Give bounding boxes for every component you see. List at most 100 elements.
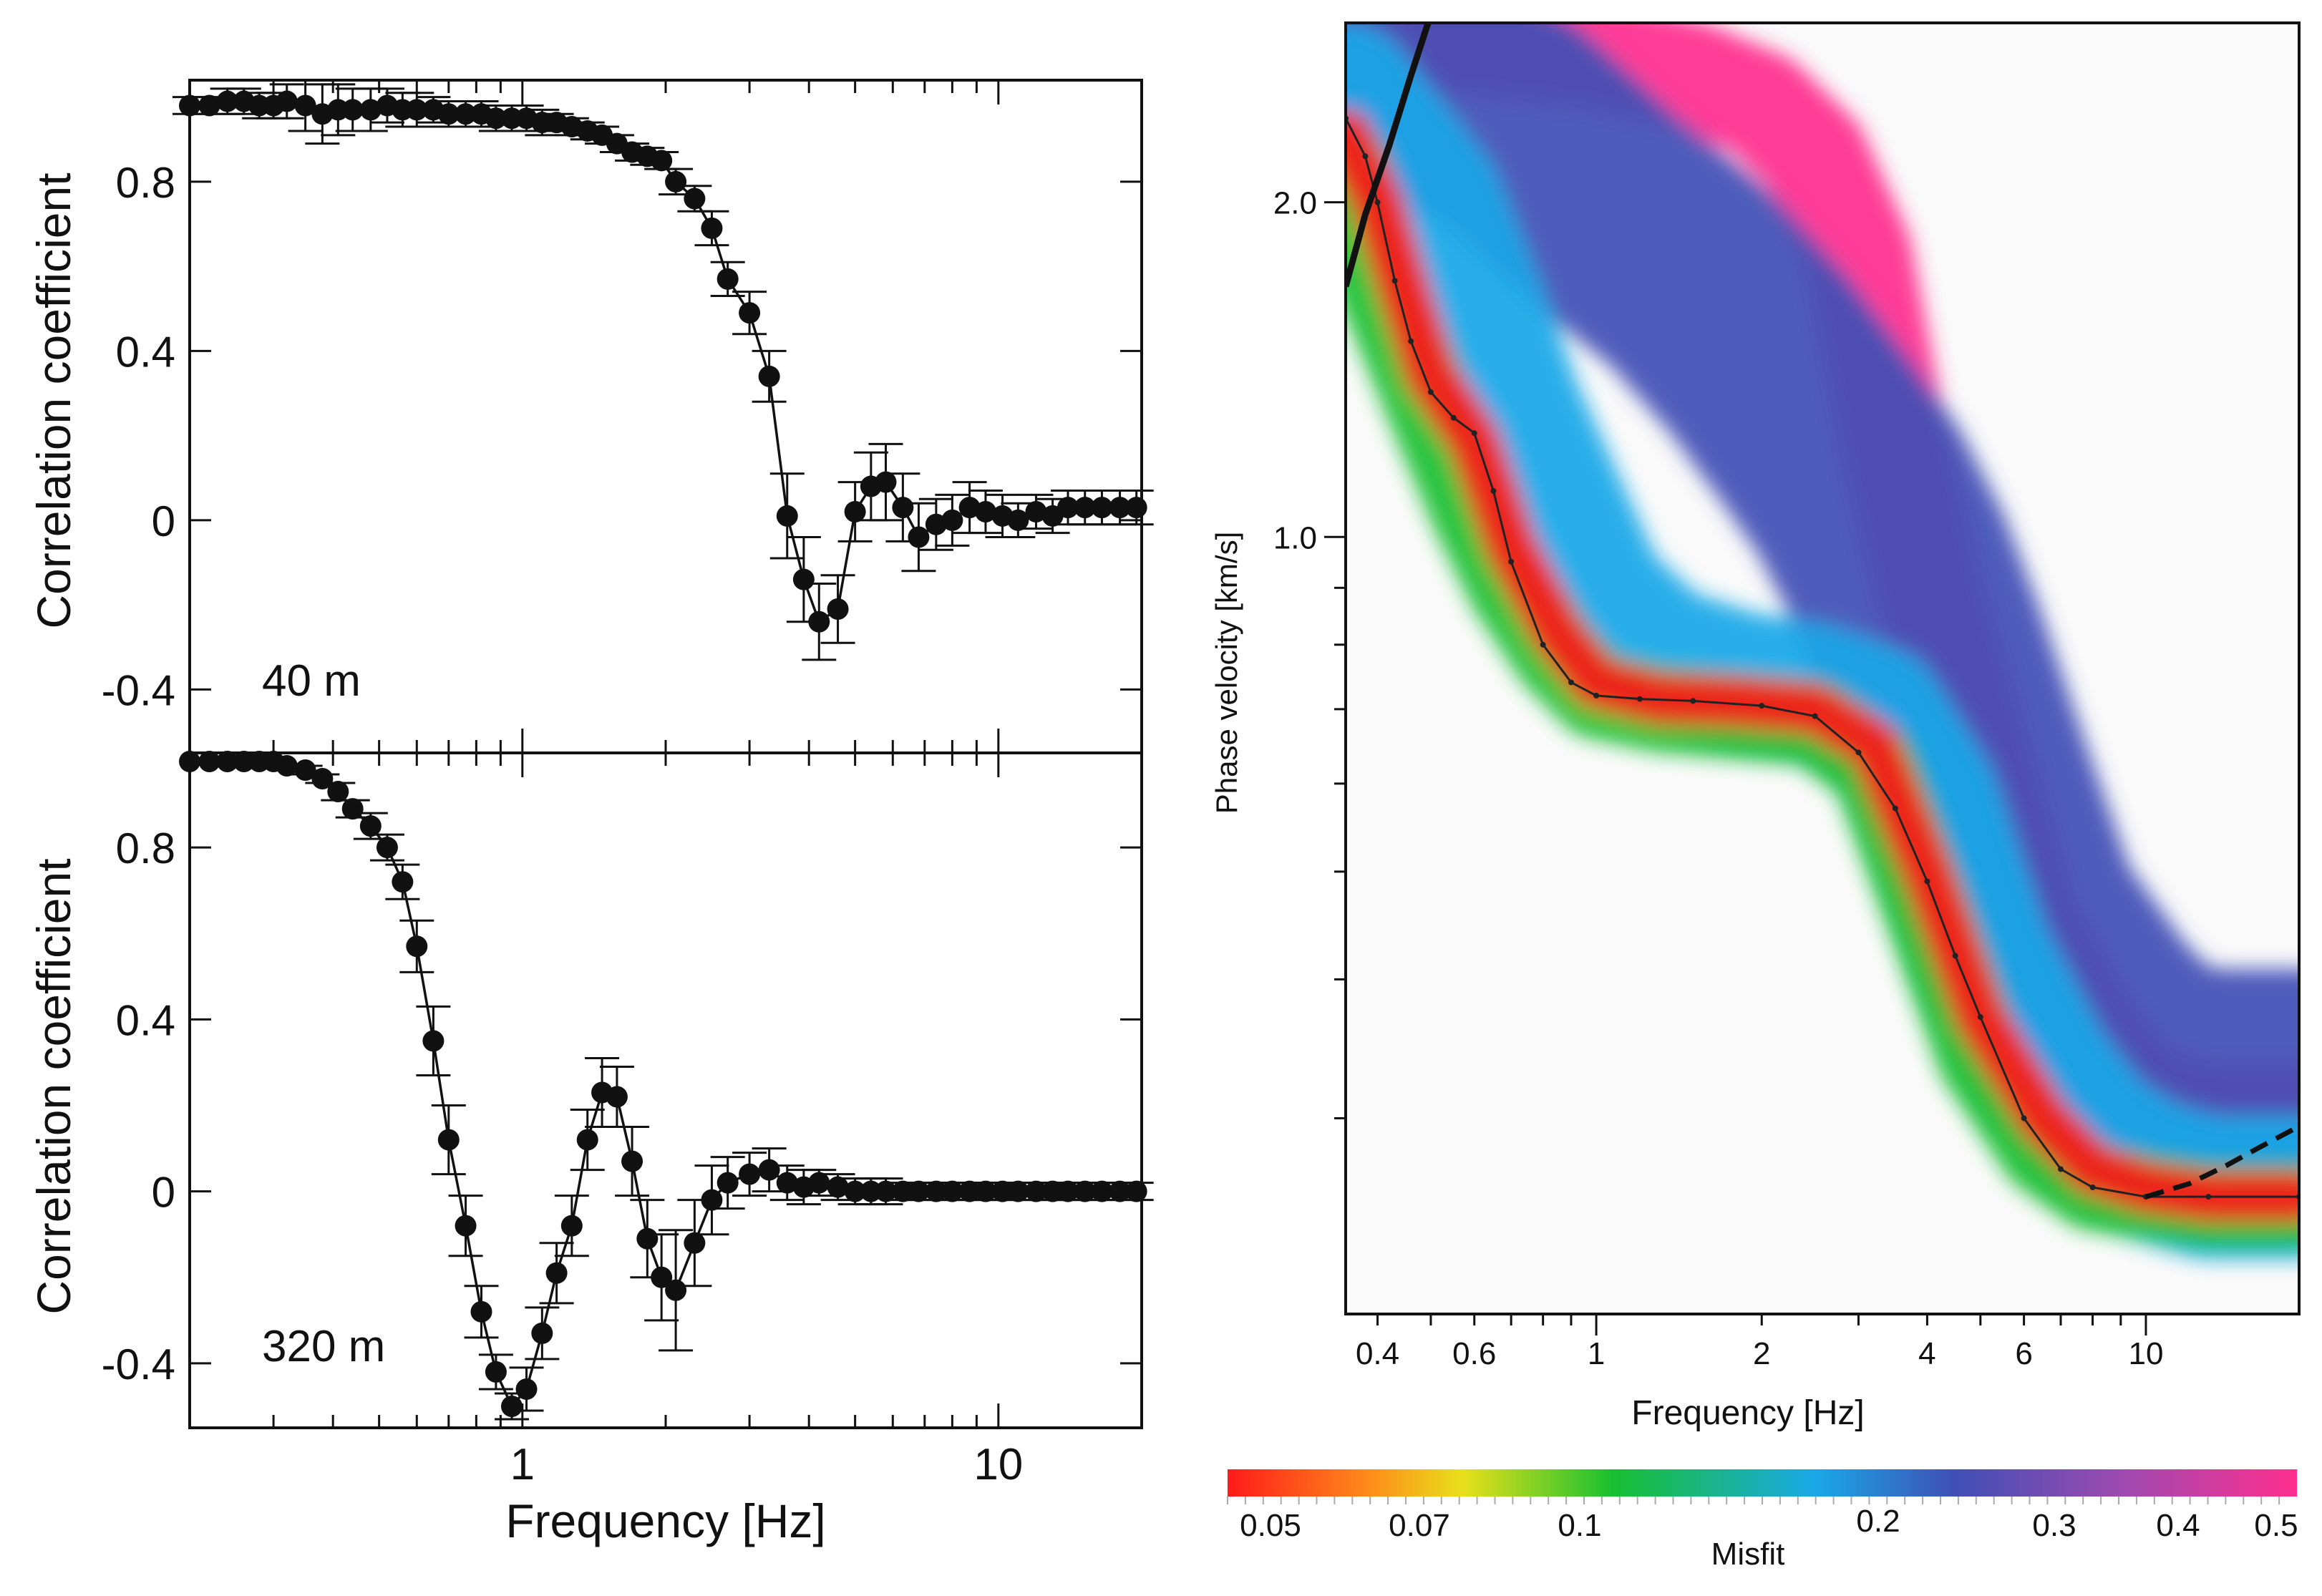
data-point	[875, 1180, 897, 1202]
x-tick-label: 2	[1753, 1336, 1770, 1371]
best-fit-point	[1450, 414, 1457, 421]
data-point	[716, 268, 739, 290]
data-point	[455, 103, 477, 125]
y-tick-label: 0.8	[116, 824, 175, 872]
data-point	[758, 1159, 780, 1181]
data-point	[925, 1180, 947, 1202]
bottom-correlation-panel: -0.4 0 0.4 0.8 1 10 320 m Correlation coeffic…	[27, 751, 1154, 1547]
data-point	[531, 1322, 553, 1344]
data-point	[776, 505, 798, 527]
data-point	[908, 1180, 930, 1202]
best-fit-point	[2021, 1115, 2027, 1121]
resolution-limit-curve	[1346, 23, 1432, 288]
data-point	[758, 365, 780, 387]
best-fit-point	[1977, 1013, 1983, 1020]
data-point	[701, 217, 723, 239]
data-point	[341, 798, 364, 820]
x-tick-label: 6	[2015, 1336, 2032, 1371]
data-point	[776, 1172, 798, 1194]
x-tick-label: 10	[2128, 1336, 2163, 1371]
best-fit-point	[1568, 679, 1574, 686]
colorbar-tick-label: 0.4	[2156, 1508, 2200, 1543]
data-point	[665, 170, 687, 193]
data-point	[974, 501, 996, 523]
data-point	[1091, 497, 1113, 519]
data-point	[485, 1361, 507, 1383]
top-correlation-panel: -0.4 0 0.4 0.8 40 m Correlation coefficient	[27, 79, 1154, 754]
data-point	[827, 598, 849, 620]
data-point	[376, 837, 398, 859]
data-point	[808, 610, 830, 633]
best-fit-point	[1471, 430, 1477, 437]
x-tick-label: 10	[973, 1440, 1023, 1489]
colorbar-gradient	[1228, 1469, 2297, 1497]
data-point	[1007, 1180, 1029, 1202]
x-tick-label: 0.6	[1452, 1336, 1496, 1371]
data-point	[560, 1215, 583, 1237]
best-fit-point	[1636, 696, 1643, 702]
data-point	[606, 1086, 628, 1108]
best-fit-point	[1391, 278, 1398, 284]
data-point	[327, 781, 349, 803]
colorbar-tick-label: 0.5	[2254, 1508, 2298, 1543]
data-point	[1041, 1180, 1064, 1202]
data-point	[925, 513, 947, 535]
data-point	[941, 1180, 963, 1202]
top-panel-label: 40 m	[262, 656, 361, 706]
data-point	[198, 751, 220, 773]
x-tick-label: 1	[1588, 1336, 1605, 1371]
data-point	[406, 935, 428, 958]
best-fit-point	[1952, 953, 1958, 959]
right-xlabel: Frequency [Hz]	[1631, 1394, 1864, 1432]
data-point	[792, 568, 815, 590]
best-fit-point	[1855, 749, 1862, 756]
y-tick-label: -0.4	[102, 1340, 175, 1388]
y-tick-label: 1.0	[1273, 520, 1317, 555]
y-tick-label: 2.0	[1273, 186, 1317, 221]
best-fit-point	[1508, 558, 1515, 565]
data-point	[958, 1180, 981, 1202]
data-point	[1074, 497, 1096, 519]
colorbar-tick-label: 0.05	[1240, 1508, 1301, 1543]
data-point	[515, 1378, 538, 1400]
data-point	[545, 1262, 568, 1284]
data-point	[455, 1215, 477, 1237]
data-point	[1074, 1180, 1096, 1202]
y-tick-label: 0	[152, 497, 175, 545]
y-tick-label: 0.4	[116, 328, 175, 376]
data-point	[684, 1232, 706, 1254]
data-point	[216, 90, 238, 112]
best-fit-point	[1759, 703, 1765, 709]
best-fit-point	[2058, 1166, 2064, 1172]
best-fit-point	[1427, 389, 1434, 395]
best-fit-point	[1924, 878, 1930, 885]
data-point	[1056, 497, 1079, 519]
data-point	[1007, 509, 1029, 531]
best-fit-point	[2089, 1184, 2096, 1191]
colorbar-tick-label: 0.07	[1389, 1508, 1450, 1543]
data-point	[701, 1189, 723, 1211]
top-ylabel: Correlation coefficient	[27, 172, 80, 628]
best-fit-point	[1362, 153, 1369, 160]
data-point	[422, 1030, 445, 1052]
best-fit-point	[1593, 692, 1600, 699]
best-fit-point	[1374, 199, 1381, 205]
data-point	[294, 94, 316, 117]
bottom-panel-label: 320 m	[262, 1322, 385, 1371]
data-point	[1025, 501, 1047, 523]
data-point	[892, 497, 914, 519]
y-tick-label: 0	[152, 1169, 175, 1217]
data-point	[739, 302, 761, 324]
x-tick-label: 4	[1918, 1336, 1935, 1371]
misfit-band	[1346, 110, 2299, 1222]
data-point	[179, 94, 200, 117]
data-point	[860, 1180, 882, 1202]
best-fit-point	[1540, 641, 1546, 648]
data-point	[359, 99, 382, 121]
data-point	[276, 90, 298, 112]
data-point	[1109, 1180, 1131, 1202]
right-panel-frame	[1344, 21, 2301, 1315]
data-point	[392, 871, 414, 893]
data-point	[892, 1180, 914, 1202]
